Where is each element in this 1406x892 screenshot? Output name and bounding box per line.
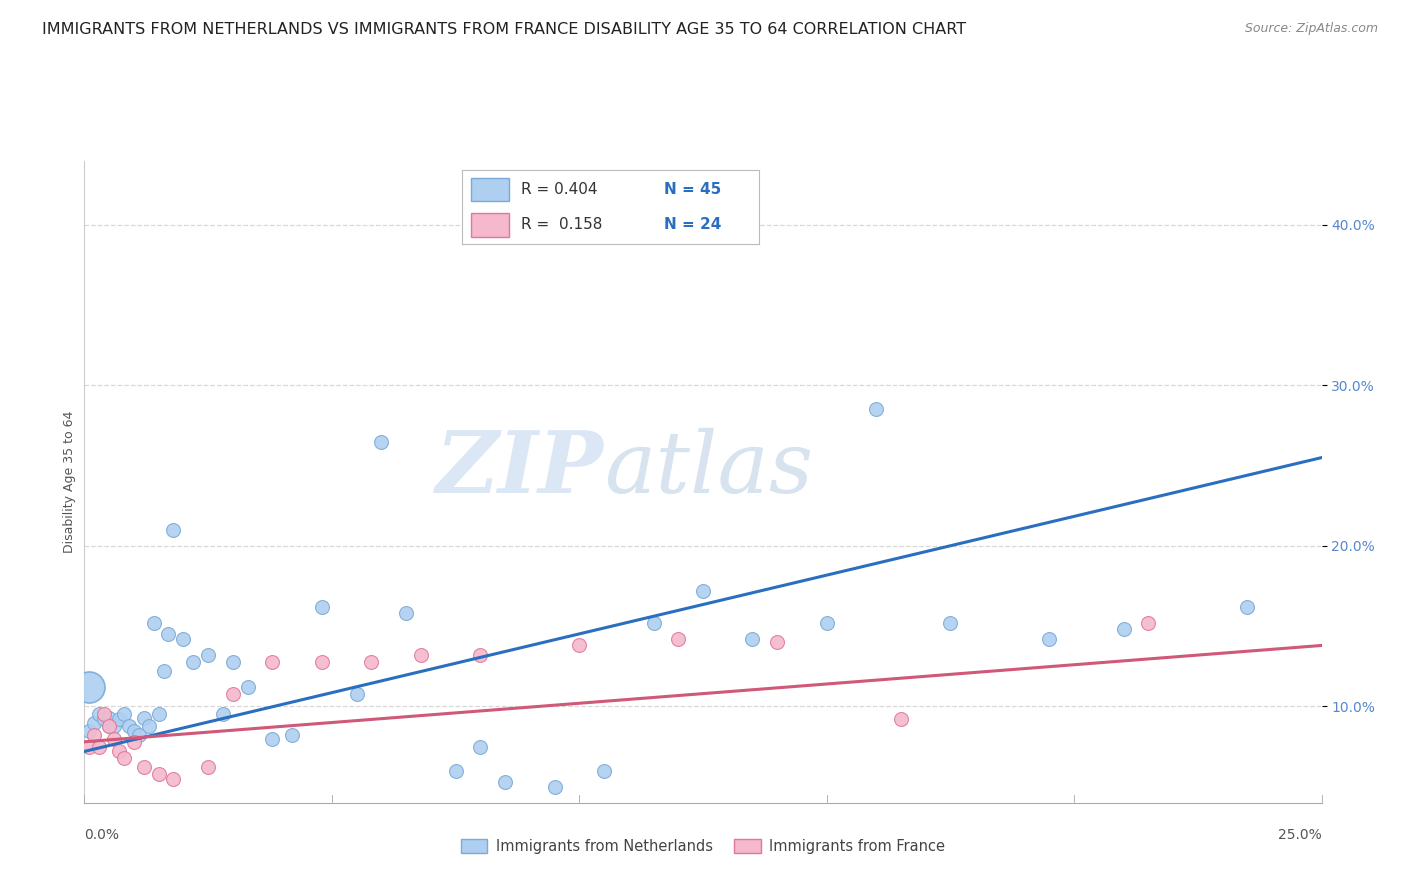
Point bbox=[470, 739, 492, 754]
Point bbox=[83, 715, 105, 730]
Point bbox=[132, 760, 155, 774]
Point bbox=[103, 719, 125, 733]
Point bbox=[128, 728, 150, 742]
Point bbox=[222, 655, 245, 669]
Point bbox=[1137, 615, 1160, 630]
FancyBboxPatch shape bbox=[471, 178, 509, 202]
Point bbox=[1112, 623, 1135, 637]
Point bbox=[409, 648, 432, 662]
Point bbox=[112, 707, 135, 722]
Point bbox=[152, 664, 174, 678]
Text: R =  0.158: R = 0.158 bbox=[522, 218, 603, 232]
Text: 25.0%: 25.0% bbox=[1278, 829, 1322, 842]
Point bbox=[236, 680, 259, 694]
Point bbox=[939, 615, 962, 630]
Text: IMMIGRANTS FROM NETHERLANDS VS IMMIGRANTS FROM FRANCE DISABILITY AGE 35 TO 64 CO: IMMIGRANTS FROM NETHERLANDS VS IMMIGRANT… bbox=[42, 22, 966, 37]
Point bbox=[222, 687, 245, 701]
Point bbox=[79, 723, 101, 738]
Point bbox=[122, 723, 145, 738]
Text: N = 45: N = 45 bbox=[664, 182, 721, 197]
Text: R = 0.404: R = 0.404 bbox=[522, 182, 598, 197]
Point bbox=[98, 719, 121, 733]
Point bbox=[346, 687, 368, 701]
Point bbox=[494, 775, 516, 789]
Point bbox=[162, 772, 184, 786]
Point bbox=[148, 707, 170, 722]
Point bbox=[142, 615, 165, 630]
Point bbox=[103, 731, 125, 746]
Point bbox=[197, 648, 219, 662]
Point bbox=[89, 707, 111, 722]
Text: Source: ZipAtlas.com: Source: ZipAtlas.com bbox=[1244, 22, 1378, 36]
Point bbox=[83, 728, 105, 742]
Text: N = 24: N = 24 bbox=[664, 218, 721, 232]
Point bbox=[93, 707, 115, 722]
Point bbox=[172, 632, 194, 646]
Text: atlas: atlas bbox=[605, 427, 813, 510]
Point bbox=[593, 764, 616, 778]
Point bbox=[262, 731, 284, 746]
Point bbox=[157, 627, 180, 641]
Point bbox=[311, 655, 333, 669]
Point bbox=[281, 728, 304, 742]
Point bbox=[543, 780, 565, 794]
Legend: Immigrants from Netherlands, Immigrants from France: Immigrants from Netherlands, Immigrants … bbox=[454, 832, 952, 860]
Point bbox=[112, 751, 135, 765]
Point bbox=[311, 599, 333, 614]
Point bbox=[470, 648, 492, 662]
Text: 0.0%: 0.0% bbox=[84, 829, 120, 842]
Point bbox=[181, 655, 204, 669]
FancyBboxPatch shape bbox=[471, 213, 509, 236]
Point bbox=[262, 655, 284, 669]
Point bbox=[79, 680, 101, 694]
Y-axis label: Disability Age 35 to 64: Disability Age 35 to 64 bbox=[63, 410, 76, 553]
Point bbox=[568, 639, 591, 653]
Point bbox=[108, 744, 131, 758]
Point bbox=[1038, 632, 1060, 646]
Point bbox=[98, 711, 121, 725]
Point bbox=[162, 523, 184, 537]
Point bbox=[692, 583, 714, 598]
Point bbox=[138, 719, 160, 733]
Point bbox=[89, 739, 111, 754]
Point bbox=[890, 712, 912, 726]
Point bbox=[108, 712, 131, 726]
Point bbox=[212, 707, 235, 722]
Point bbox=[118, 719, 141, 733]
Point bbox=[741, 632, 763, 646]
Text: ZIP: ZIP bbox=[436, 427, 605, 510]
Point bbox=[197, 760, 219, 774]
Point bbox=[766, 635, 789, 649]
Point bbox=[98, 719, 121, 733]
Point bbox=[122, 735, 145, 749]
Point bbox=[643, 615, 665, 630]
Point bbox=[395, 607, 418, 621]
Point bbox=[360, 655, 382, 669]
Point bbox=[865, 402, 887, 417]
Point bbox=[815, 615, 838, 630]
Point bbox=[148, 767, 170, 781]
Point bbox=[132, 711, 155, 725]
Point bbox=[1236, 599, 1258, 614]
Point bbox=[666, 632, 689, 646]
Point bbox=[93, 712, 115, 726]
Point bbox=[444, 764, 467, 778]
Point bbox=[79, 739, 101, 754]
Point bbox=[370, 434, 392, 449]
